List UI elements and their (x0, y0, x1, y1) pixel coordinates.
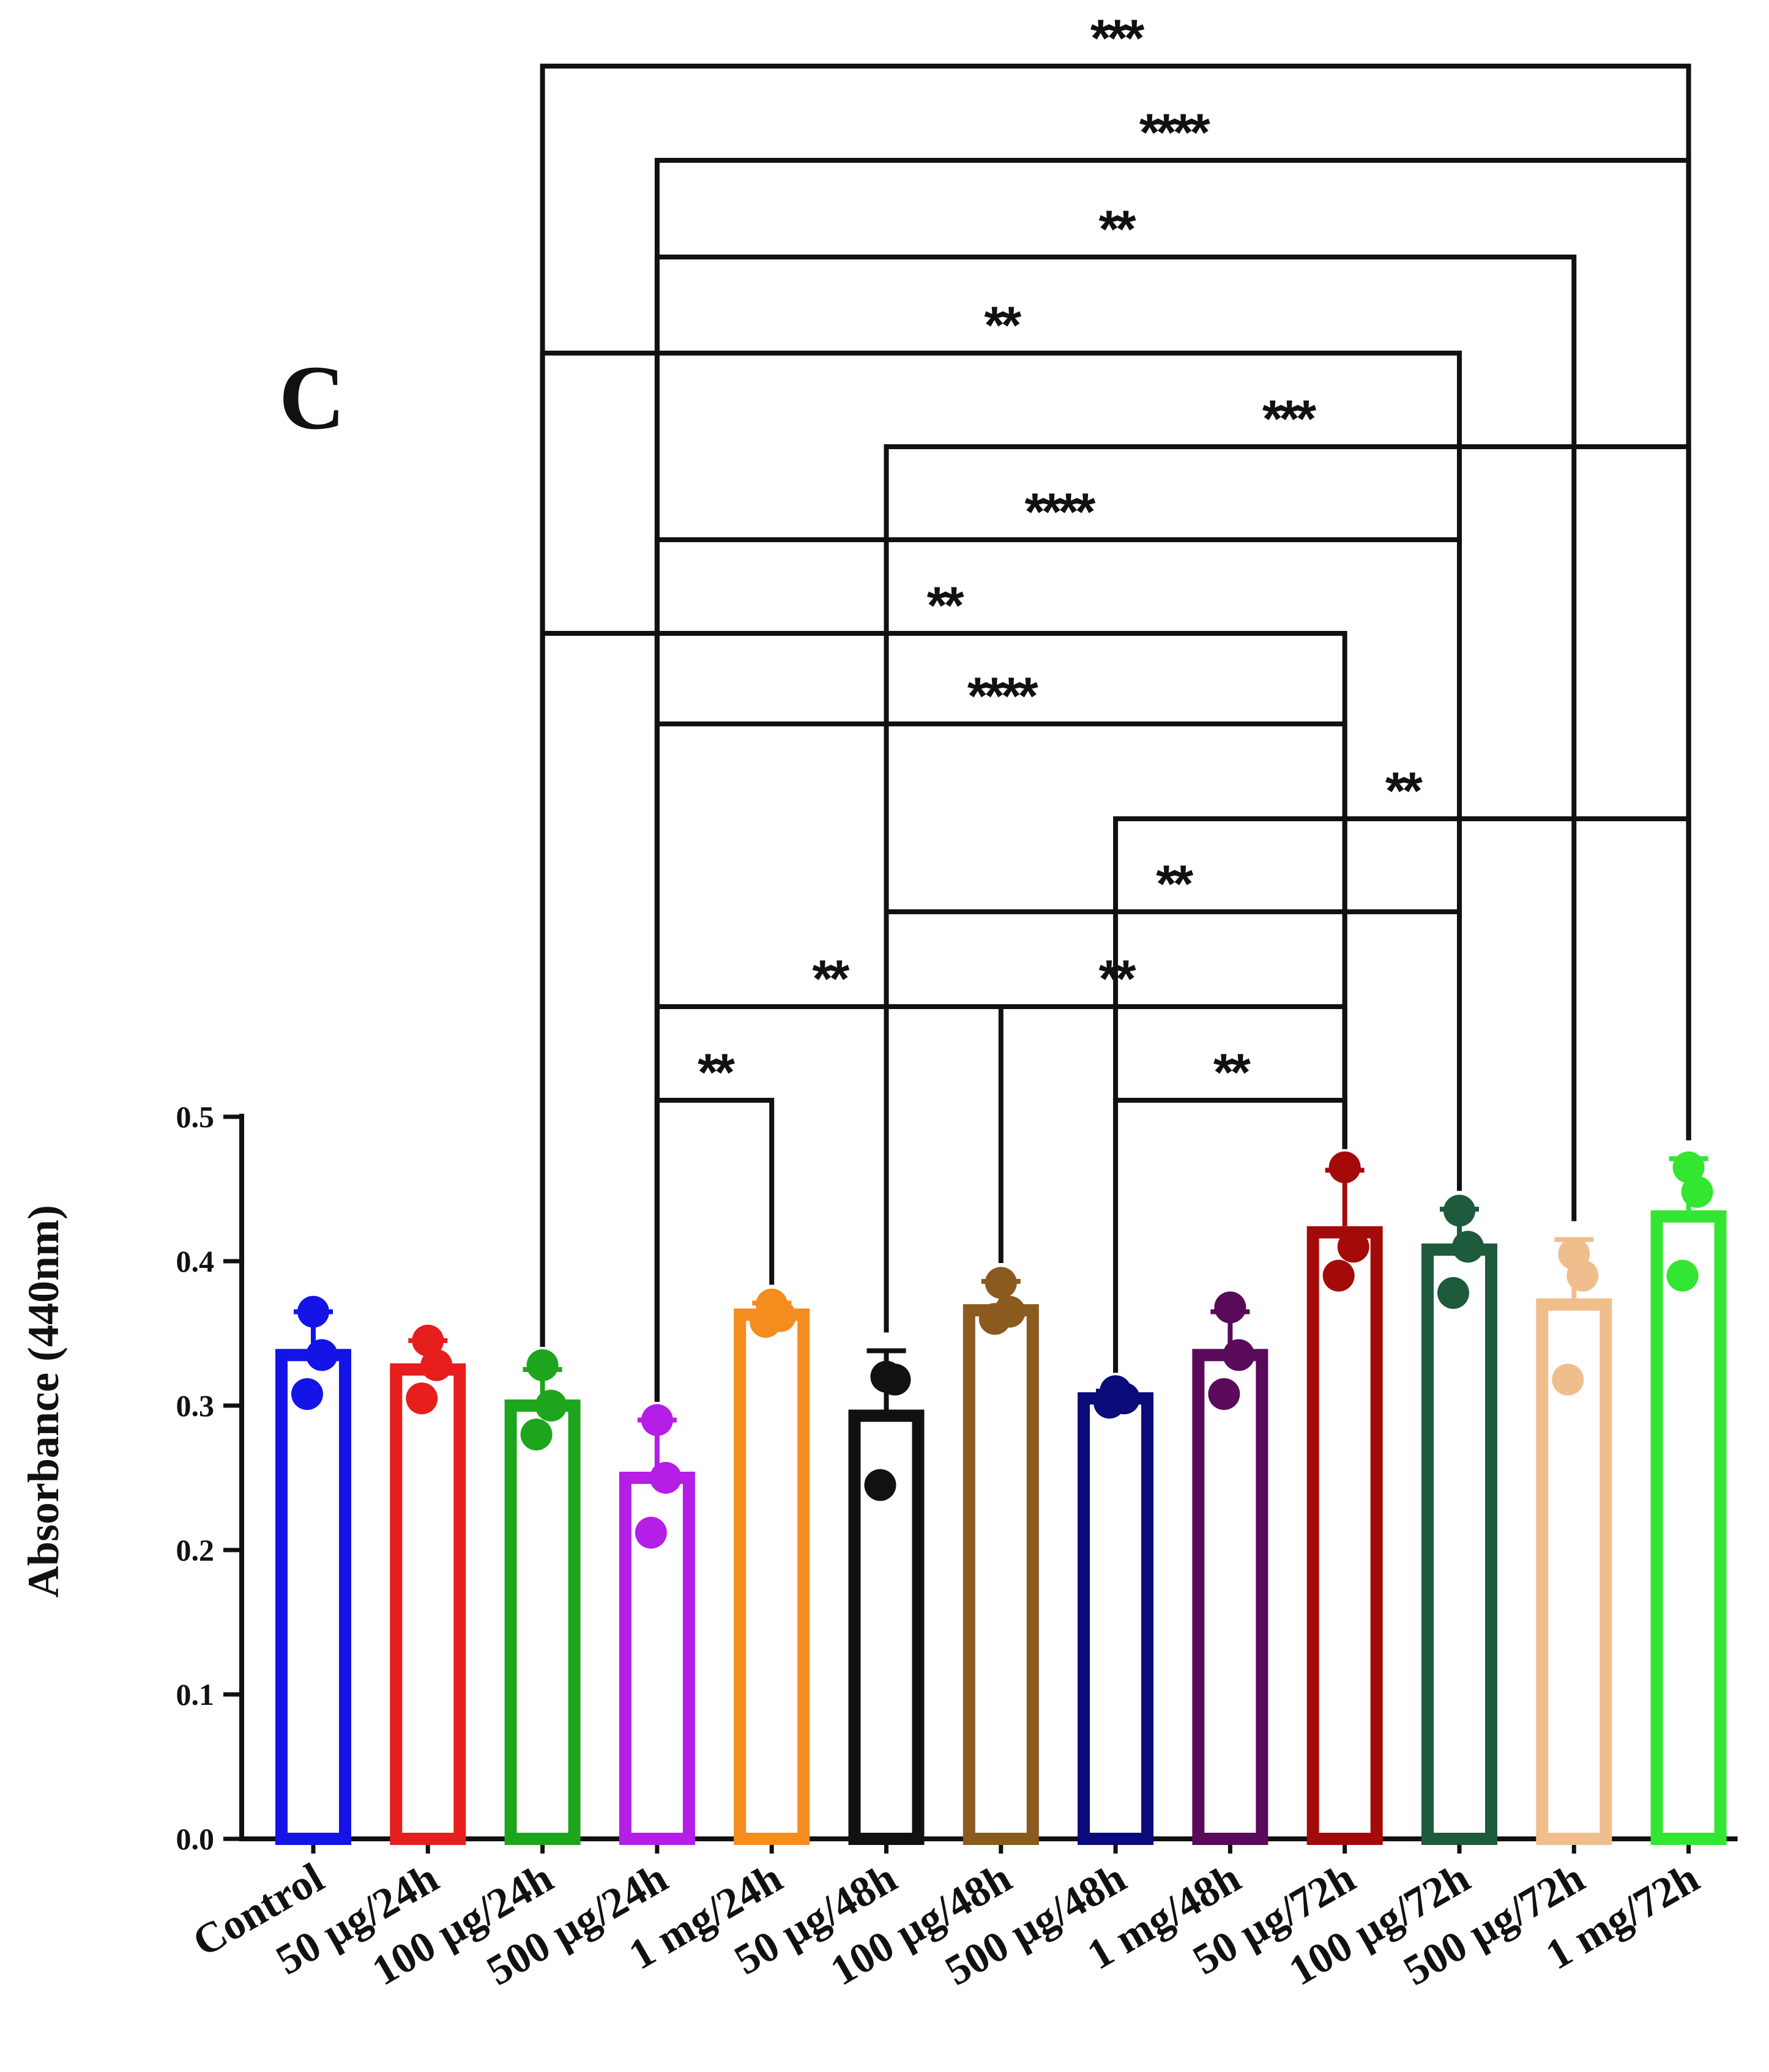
bar (619, 1472, 695, 1845)
data-point (291, 1378, 323, 1411)
bar (1536, 1298, 1612, 1846)
significance-label: **** (967, 667, 1038, 726)
significance-label: ** (1213, 1043, 1251, 1102)
significance-label: *** (1090, 9, 1145, 68)
significance-bracket (654, 158, 1691, 1402)
data-point (420, 1349, 453, 1381)
data-point (635, 1516, 667, 1549)
data-point (1452, 1231, 1484, 1263)
data-point (1437, 1276, 1469, 1309)
data-point (1223, 1339, 1255, 1371)
bar (1650, 1210, 1727, 1845)
significance-label: **** (1025, 483, 1096, 542)
data-point (750, 1306, 782, 1338)
data-point (1093, 1387, 1126, 1419)
bar (963, 1304, 1039, 1845)
significance-label: ** (1156, 855, 1193, 914)
significance-brackets-layer: ** **** ****************************** (540, 9, 1691, 1402)
bar (504, 1399, 581, 1845)
data-point (1566, 1259, 1599, 1292)
significance-label: ** (984, 296, 1021, 355)
y-axis-title: Absorbance (440nm) (19, 1205, 68, 1598)
significance-bracket (540, 631, 1347, 1347)
data-point (297, 1295, 329, 1328)
data-point (412, 1324, 444, 1357)
significance-label: *** (1262, 390, 1317, 449)
data-point (1208, 1378, 1240, 1411)
data-point (1322, 1259, 1355, 1292)
data-points-layer (291, 1151, 1713, 1549)
significance-label: ** (927, 576, 964, 635)
data-point (985, 1267, 1017, 1299)
axes: 0.0 0.1 0.2 0.3 0.4 0.5 (176, 1100, 1738, 1856)
data-point (1672, 1151, 1705, 1183)
data-point (1328, 1151, 1361, 1183)
y-tick-label: 0.4 (176, 1244, 215, 1278)
y-tick-label: 0.3 (176, 1388, 215, 1423)
bar (1192, 1349, 1268, 1845)
data-point (306, 1339, 338, 1371)
data-point (520, 1418, 553, 1451)
significance-label: **** (1139, 103, 1210, 162)
significance-label: ** (1385, 762, 1423, 821)
data-point (864, 1469, 896, 1501)
data-point (526, 1349, 559, 1381)
bar (1421, 1243, 1497, 1845)
bar (1306, 1226, 1383, 1846)
bar (1078, 1392, 1154, 1845)
bar (734, 1308, 810, 1846)
data-point (641, 1404, 673, 1436)
bar (275, 1349, 351, 1845)
data-point (1552, 1363, 1584, 1396)
significance-bracket (884, 444, 1691, 1333)
data-point (649, 1462, 682, 1494)
significance-label: ** (812, 950, 849, 1008)
significance-bracket (540, 64, 1691, 1347)
data-point (978, 1303, 1011, 1335)
data-point (1443, 1194, 1475, 1227)
y-tick-label: 0.2 (176, 1533, 215, 1567)
y-tick-label: 0.1 (176, 1677, 215, 1712)
bar (390, 1363, 466, 1845)
panel-label: C (279, 347, 345, 449)
data-point (1214, 1291, 1246, 1324)
data-point (879, 1363, 911, 1396)
y-tick-label: 0.0 (176, 1822, 215, 1856)
data-point (406, 1382, 438, 1415)
data-point (535, 1390, 567, 1422)
significance-label: ** (698, 1043, 735, 1102)
y-tick-label: 0.5 (176, 1100, 215, 1134)
data-point (1337, 1231, 1369, 1263)
data-point (1681, 1176, 1713, 1208)
data-point (1666, 1259, 1699, 1292)
significance-label: ** (1099, 200, 1136, 259)
significance-bracket (1113, 816, 1691, 1373)
